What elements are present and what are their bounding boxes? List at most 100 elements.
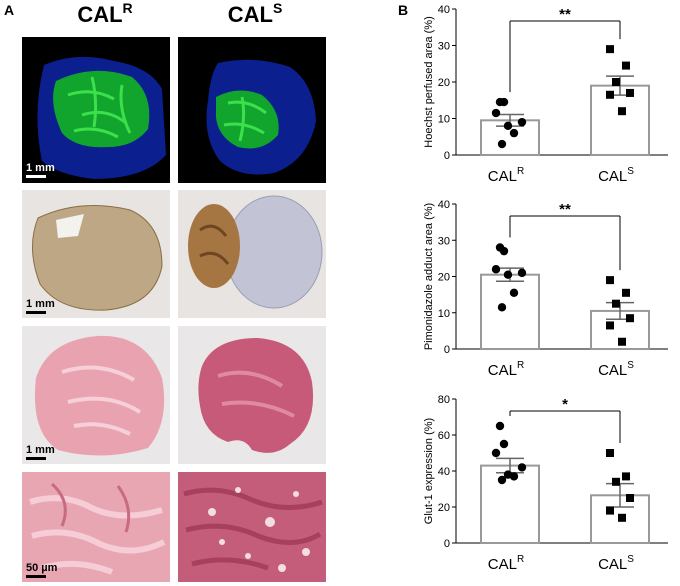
y-axis-label: Hoechst perfused area (%) [423, 16, 435, 147]
x-tick-label: CALS [598, 360, 634, 379]
data-point [491, 108, 501, 118]
bar [480, 273, 540, 350]
data-point [618, 337, 626, 346]
y-tick-label: 80 [438, 394, 450, 406]
data-point [606, 276, 614, 285]
x-tick-label-superscript: S [627, 554, 634, 565]
y-tick-label: 0 [444, 538, 450, 550]
y-tick-label: 30 [438, 235, 450, 247]
column-header-superscript: S [272, 0, 283, 16]
scale-bar-line [26, 311, 46, 314]
data-point [626, 88, 634, 97]
hoechst-image-cal-r: 1 mm [22, 37, 170, 183]
y-tick-label: 10 [438, 308, 450, 320]
data-point [497, 303, 507, 312]
scale-bar: 1 mm [26, 444, 55, 460]
scale-bar-label: 1 mm [26, 444, 55, 456]
x-tick-label: CALS [598, 166, 634, 185]
data-point [491, 448, 501, 458]
y-tick-label: 20 [438, 502, 450, 514]
x-tick-label-superscript: S [627, 166, 634, 177]
data-point [503, 121, 513, 130]
y-tick-label: 20 [438, 272, 450, 284]
x-tick-label-superscript: S [627, 360, 634, 371]
y-tick-label: 0 [444, 150, 450, 162]
data-point [618, 513, 626, 522]
data-point [509, 288, 519, 298]
data-point [626, 314, 634, 323]
column-header-superscript: R [122, 0, 133, 16]
y-tick-label: 20 [438, 77, 450, 89]
x-tick-label-superscript: R [517, 166, 524, 177]
data-point [606, 449, 614, 457]
data-point [517, 117, 527, 127]
data-point [618, 107, 626, 116]
y-tick-label: 10 [438, 114, 450, 126]
y-tick-label: 40 [438, 4, 450, 16]
significance-label: ** [559, 6, 571, 23]
data-point [503, 270, 513, 279]
data-point [497, 139, 507, 149]
column-header-base: CAL [227, 2, 273, 27]
significance-label: * [562, 396, 568, 413]
data-point [606, 90, 614, 99]
y-tick-label: 40 [438, 466, 450, 478]
y-tick-label: 0 [444, 344, 450, 356]
he-detail-image-cal-r: 50 µm [22, 472, 170, 582]
data-point [622, 288, 630, 297]
data-point [626, 494, 634, 502]
data-point [517, 268, 527, 278]
panel-b-letter: B [398, 2, 409, 18]
pimonidazole-image-cal-s [178, 190, 326, 318]
data-point [495, 421, 505, 431]
hoechst-image-cal-s [178, 37, 326, 183]
data-point [509, 472, 519, 481]
scale-bar-line [26, 457, 46, 460]
x-tick-label-superscript: R [517, 360, 524, 371]
data-point [606, 321, 614, 330]
scale-bar-label: 50 µm [26, 562, 58, 574]
x-tick-label: CALR [488, 360, 524, 379]
x-tick-label: CALR [488, 554, 524, 573]
scale-bar-label: 1 mm [26, 298, 55, 310]
panel-a-letter: A [4, 2, 15, 18]
data-point [612, 299, 620, 308]
scale-bar-line [26, 575, 46, 578]
data-point [499, 246, 509, 256]
scale-bar: 1 mm [26, 162, 55, 178]
y-tick-label: 40 [438, 199, 450, 211]
data-point [606, 45, 614, 54]
pimonidazole-image-cal-r: 1 mm [22, 190, 170, 318]
he-detail-image-cal-s [178, 472, 326, 582]
he-overview-image-cal-r: 1 mm [22, 326, 170, 464]
data-point [606, 506, 614, 515]
data-point [517, 463, 527, 472]
y-tick-label: 60 [438, 430, 450, 442]
column-header-base: CAL [77, 2, 123, 27]
data-point [612, 78, 620, 86]
data-point [509, 128, 519, 138]
scale-bar-line [26, 175, 46, 178]
x-tick-label: CALS [598, 554, 634, 573]
data-point [612, 477, 620, 486]
data-point [622, 472, 630, 481]
column-header-cal-r: CALR [45, 0, 165, 28]
data-point [499, 97, 509, 107]
scale-bar: 50 µm [26, 562, 57, 578]
scale-bar-label: 1 mm [26, 162, 55, 174]
bar [590, 84, 650, 156]
significance-label: ** [559, 201, 571, 218]
scale-bar: 1 mm [26, 298, 55, 314]
data-point [622, 61, 630, 70]
he-overview-image-cal-s [178, 326, 326, 464]
data-point [499, 439, 509, 449]
x-tick-label: CALR [488, 166, 524, 185]
data-point [497, 475, 507, 485]
y-axis-label: Pimonidazole adduct area (%) [423, 203, 435, 350]
data-point [491, 265, 501, 274]
x-tick-label-superscript: R [517, 554, 524, 565]
